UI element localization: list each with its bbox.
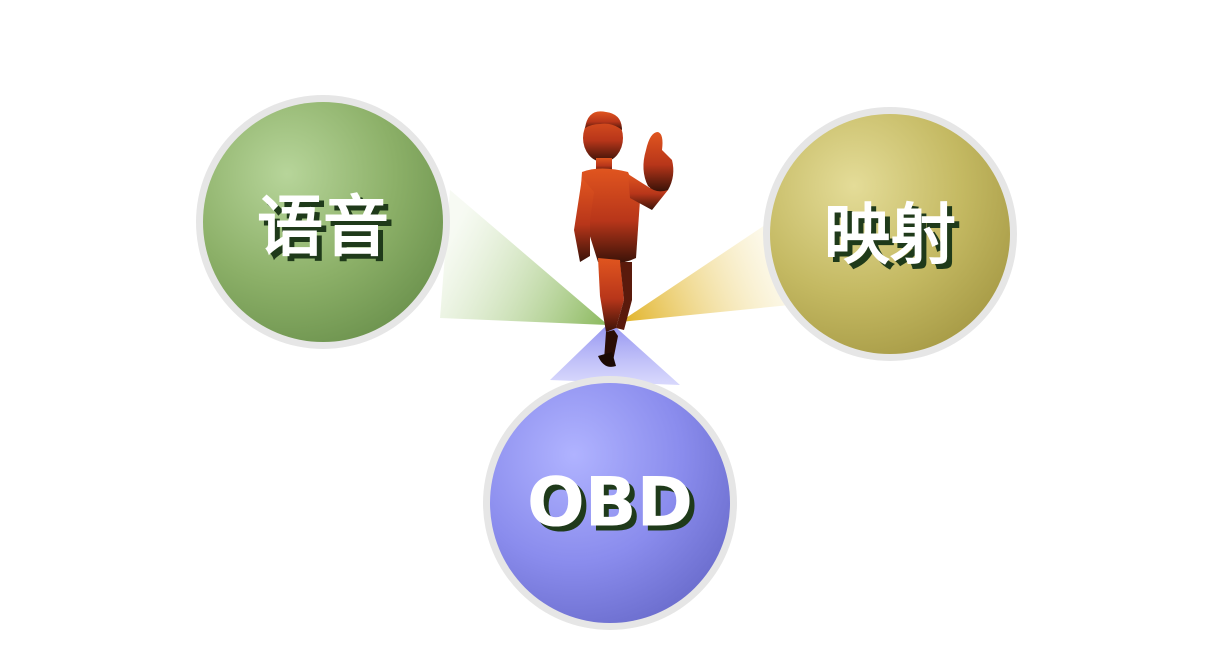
node-obd-label: OBD <box>527 464 693 543</box>
node-voice-label-shadow: 语音 <box>262 194 394 271</box>
node-mapping-label-shadow: 映射 <box>829 202 961 279</box>
node-obd: OBD OBD <box>483 376 737 630</box>
node-voice: 语音 语音 <box>196 95 450 349</box>
node-mapping-label: 映射 <box>824 197 956 274</box>
node-mapping: 映射 映射 <box>763 107 1017 361</box>
beam-mapping <box>620 215 790 322</box>
beam-voice <box>440 190 608 325</box>
thumbs-up-person-icon <box>574 111 674 367</box>
beam-obd <box>550 322 680 385</box>
node-obd-label-shadow: OBD <box>532 469 698 548</box>
node-voice-label: 语音 <box>257 189 389 266</box>
